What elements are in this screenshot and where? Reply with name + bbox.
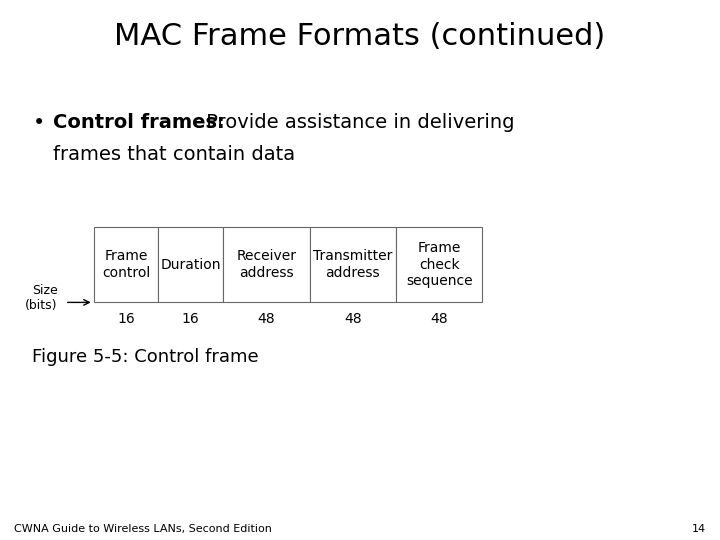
Text: Size
(bits): Size (bits) — [25, 284, 58, 312]
Text: MAC Frame Formats (continued): MAC Frame Formats (continued) — [114, 22, 606, 51]
Text: Duration: Duration — [161, 258, 221, 272]
Text: Receiver
address: Receiver address — [236, 249, 297, 280]
Text: 16: 16 — [182, 312, 199, 326]
Text: •: • — [32, 113, 45, 133]
Bar — [94, 227, 158, 302]
Text: Frame
check
sequence: Frame check sequence — [406, 241, 472, 288]
Text: Transmitter
address: Transmitter address — [313, 249, 392, 280]
Text: Figure 5-5: Control frame: Figure 5-5: Control frame — [32, 348, 259, 366]
Text: 48: 48 — [258, 312, 275, 326]
Bar — [310, 227, 396, 302]
Text: Control frames:: Control frames: — [53, 113, 225, 132]
Bar — [223, 227, 310, 302]
Text: CWNA Guide to Wireless LANs, Second Edition: CWNA Guide to Wireless LANs, Second Edit… — [14, 523, 272, 534]
Bar — [158, 227, 223, 302]
Text: Frame
control: Frame control — [102, 249, 150, 280]
Bar — [396, 227, 482, 302]
Text: Provide assistance in delivering: Provide assistance in delivering — [200, 113, 515, 132]
Text: 48: 48 — [344, 312, 361, 326]
Text: frames that contain data: frames that contain data — [53, 145, 294, 164]
Text: 48: 48 — [431, 312, 448, 326]
Text: 16: 16 — [117, 312, 135, 326]
Text: 14: 14 — [691, 523, 706, 534]
